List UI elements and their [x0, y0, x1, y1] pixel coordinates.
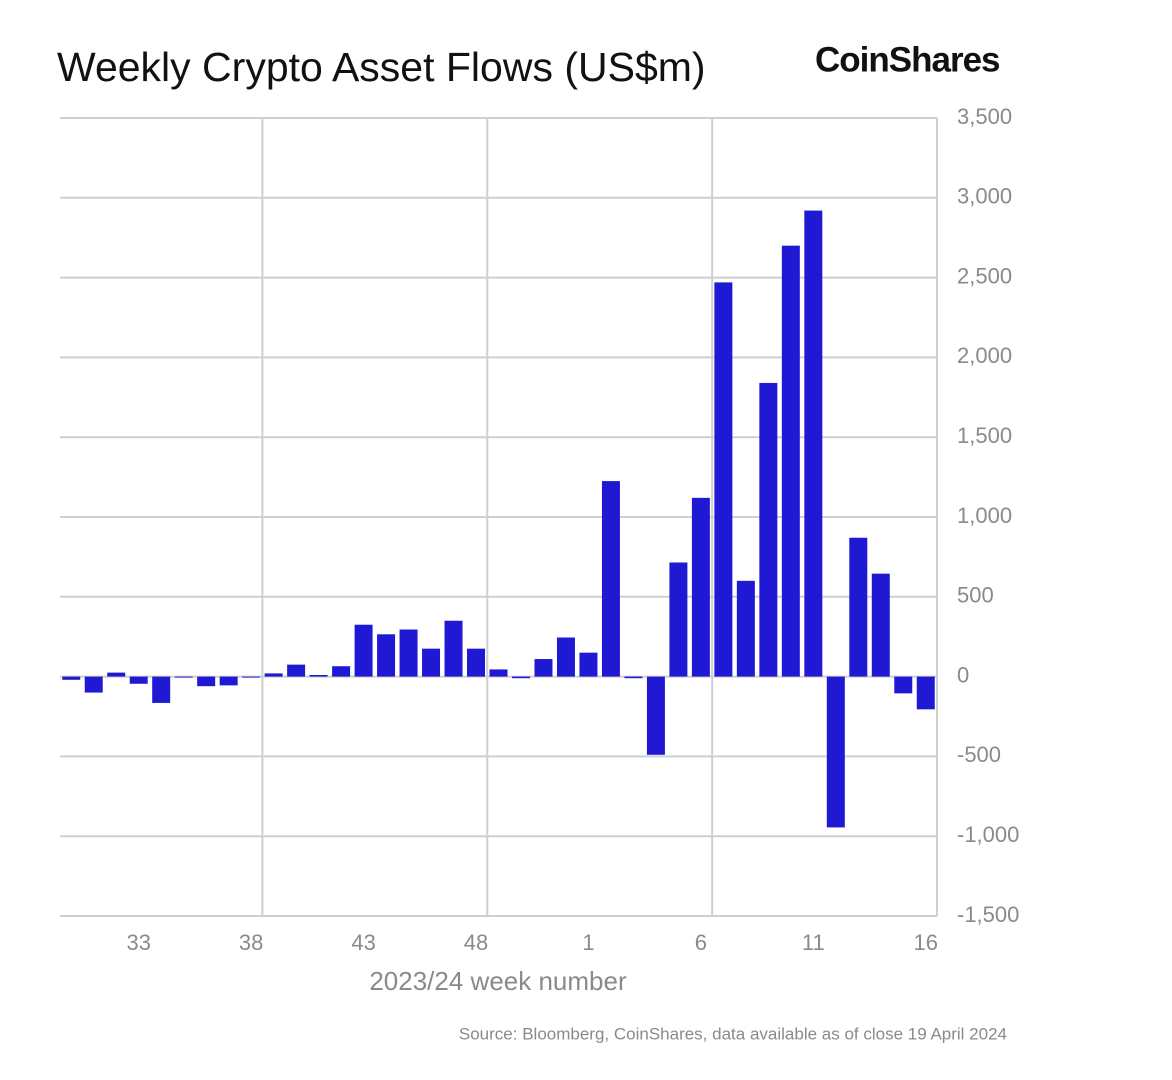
- y-tick-label: -1,000: [957, 822, 1019, 847]
- bar: [804, 210, 823, 677]
- y-tick-label: 500: [957, 583, 994, 608]
- logo: CoinShares: [815, 40, 1000, 79]
- x-tick-label: 6: [695, 930, 707, 955]
- bar: [849, 537, 868, 677]
- bar: [646, 676, 665, 755]
- bar: [332, 666, 351, 677]
- x-tick-label: 33: [126, 930, 150, 955]
- y-tick-label: 1,500: [957, 423, 1012, 448]
- bar: [309, 675, 328, 677]
- bar: [219, 676, 238, 686]
- x-tick-label: 48: [464, 930, 488, 955]
- x-tick-label: 1: [582, 930, 594, 955]
- bar: [399, 629, 418, 677]
- y-tick-label: -500: [957, 742, 1001, 767]
- bar: [579, 652, 598, 677]
- y-tick-label: 3,000: [957, 184, 1012, 209]
- y-tick-label: 1,000: [957, 503, 1012, 528]
- y-tick-label: 3,500: [957, 104, 1012, 129]
- bar: [714, 282, 733, 677]
- bar: [759, 382, 778, 677]
- source-note: Source: Bloomberg, CoinShares, data avai…: [459, 1024, 1007, 1043]
- bar: [62, 676, 81, 680]
- bar: [444, 620, 463, 677]
- x-tick-label: 43: [351, 930, 375, 955]
- bar: [894, 676, 913, 694]
- bar: [916, 676, 935, 710]
- chart-title: Weekly Crypto Asset Flows (US$m): [57, 44, 706, 90]
- bar: [781, 245, 800, 677]
- bar: [197, 676, 216, 687]
- bar: [669, 562, 688, 677]
- y-tick-label: -1,500: [957, 902, 1019, 927]
- bar: [826, 676, 845, 828]
- bar: [287, 664, 306, 677]
- y-tick-label: 0: [957, 662, 969, 687]
- bar: [601, 481, 620, 677]
- bar: [467, 648, 486, 677]
- bar: [624, 676, 643, 679]
- bar: [264, 673, 283, 677]
- bar: [129, 676, 148, 684]
- bar: [422, 648, 441, 677]
- bar: [511, 676, 530, 679]
- bar: [489, 669, 508, 677]
- bar: [354, 624, 373, 677]
- x-tick-label: 11: [802, 930, 825, 955]
- x-tick-label: 38: [239, 930, 263, 955]
- bar: [534, 659, 553, 677]
- bar: [174, 676, 193, 678]
- x-tick-label: 16: [914, 930, 938, 955]
- bar: [242, 676, 261, 678]
- bar: [871, 573, 890, 677]
- bar: [377, 634, 396, 677]
- bar: [736, 580, 755, 677]
- bar: [152, 676, 171, 703]
- y-tick-label: 2,500: [957, 263, 1012, 288]
- y-tick-label: 2,000: [957, 343, 1012, 368]
- bar: [107, 672, 126, 677]
- bar: [556, 637, 575, 677]
- bar: [84, 676, 103, 693]
- bar: [691, 497, 710, 677]
- x-axis-label: 2023/24 week number: [369, 966, 627, 996]
